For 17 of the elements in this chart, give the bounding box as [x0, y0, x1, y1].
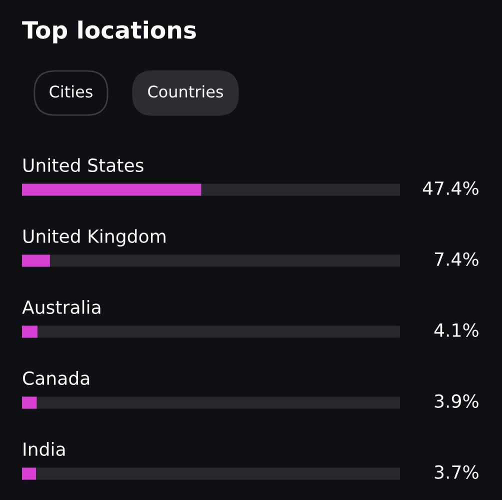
bar	[22, 254, 50, 267]
y-tick-label: United Kingdom	[24, 229, 166, 247]
data-label: 47.4%	[422, 181, 478, 195]
bar	[22, 326, 38, 338]
chart-title: Top locations	[22, 20, 196, 44]
y-tick-label: India	[24, 442, 65, 456]
text: Cities	[50, 85, 92, 98]
data-label: 7.4%	[434, 252, 478, 266]
bar	[22, 396, 37, 409]
data-label: 3.9%	[434, 394, 478, 408]
y-tick-label: Australia	[22, 300, 100, 314]
y-tick-label: Canada	[23, 371, 90, 386]
text: Countries	[148, 85, 224, 98]
data-label: 4.1%	[434, 323, 478, 337]
y-tick-label: United States	[24, 158, 144, 172]
bar	[22, 468, 36, 480]
data-label: 3.7%	[434, 465, 478, 479]
